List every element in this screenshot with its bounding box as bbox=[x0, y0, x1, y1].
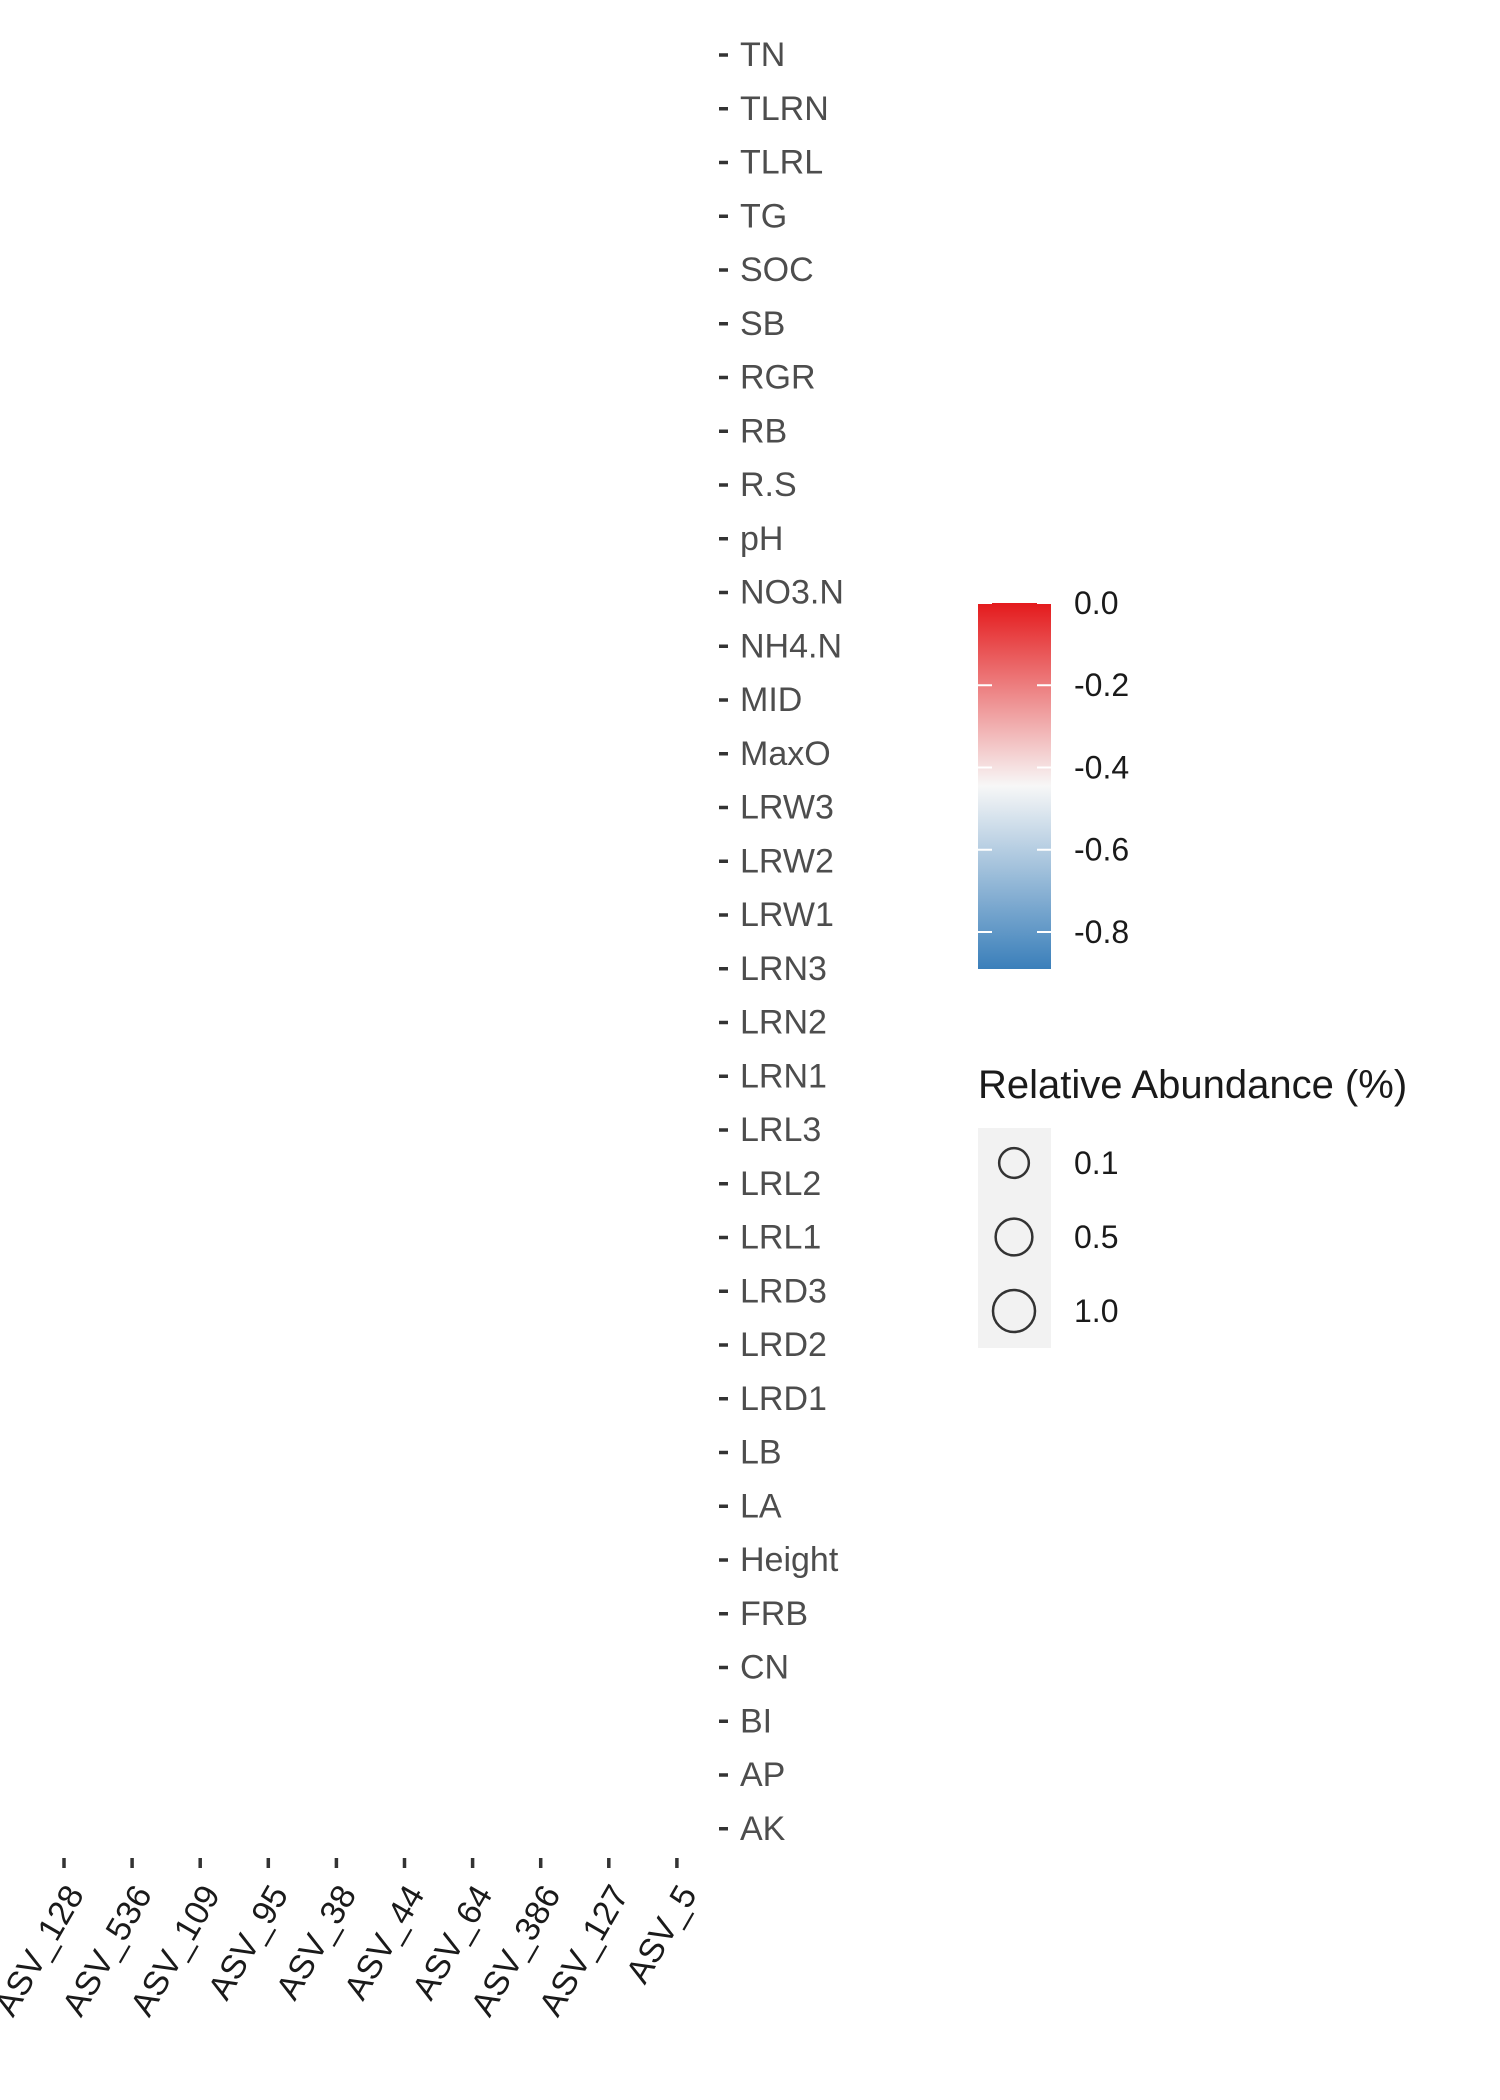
y-tick-label: LRW1 bbox=[740, 896, 834, 934]
y-tick-label: TLRN bbox=[740, 90, 829, 128]
y-tick-label: RB bbox=[740, 412, 787, 450]
size-legend-title: Relative Abundance (%) bbox=[978, 1063, 1407, 1107]
y-tick-label: LRW3 bbox=[740, 789, 834, 827]
colorbar-label: -0.8 bbox=[1074, 914, 1129, 950]
y-tick-label: TLRL bbox=[740, 144, 823, 182]
y-tick-label: SB bbox=[740, 305, 785, 343]
colorbar-label: -0.2 bbox=[1074, 667, 1129, 703]
y-tick-label: LRL3 bbox=[740, 1111, 821, 1149]
y-tick-label: LRL1 bbox=[740, 1219, 821, 1257]
x-axis: ASV_128ASV_536ASV_109ASV_95ASV_38ASV_44A… bbox=[0, 1858, 705, 2022]
size-legend-circle bbox=[991, 1288, 1037, 1334]
y-tick-label: LB bbox=[740, 1434, 782, 1472]
y-tick-label: TN bbox=[740, 36, 785, 74]
y-tick-label: NO3.N bbox=[740, 574, 844, 612]
y-tick-label: LRD3 bbox=[740, 1272, 827, 1310]
size-legend-circle bbox=[997, 1146, 1031, 1180]
y-tick-label: NH4.N bbox=[740, 627, 842, 665]
y-tick-label: MaxO bbox=[740, 735, 831, 773]
size-legend-label: 1.0 bbox=[1074, 1293, 1118, 1329]
y-tick-label: pH bbox=[740, 520, 783, 558]
color-legend: 0.0 -0.2 -0.4 -0.6 -0.8 bbox=[978, 585, 1129, 969]
y-tick-label: AK bbox=[740, 1810, 786, 1848]
y-tick-label: LRD2 bbox=[740, 1326, 827, 1364]
y-axis: TN TLRN TLRL TG SOC SB RGR RB R.S pH NO3.N NH4.N MID… bbox=[719, 36, 844, 1848]
y-tick-label: LRN1 bbox=[740, 1057, 827, 1095]
y-tick-label: CN bbox=[740, 1649, 789, 1687]
size-legend-label: 0.5 bbox=[1074, 1219, 1118, 1255]
colorbar-label: 0.0 bbox=[1074, 585, 1118, 621]
y-tick-label: BI bbox=[740, 1702, 772, 1740]
y-tick-label: AP bbox=[740, 1756, 785, 1794]
y-tick-label: LRW2 bbox=[740, 842, 834, 880]
y-tick-label: LRN3 bbox=[740, 950, 827, 988]
y-tick-label: SOC bbox=[740, 251, 814, 289]
y-tick-label: Height bbox=[740, 1541, 839, 1579]
size-legend: Relative Abundance (%) 0.1 0.5 1.0 bbox=[978, 1063, 1407, 1348]
size-legend-key-background bbox=[978, 1128, 1051, 1348]
y-tick-label: TG bbox=[740, 197, 787, 235]
colorbar bbox=[978, 603, 1051, 969]
size-legend-circle bbox=[994, 1217, 1034, 1257]
size-legend-label: 0.1 bbox=[1074, 1145, 1118, 1181]
y-tick-label: RGR bbox=[740, 359, 816, 397]
colorbar-label: -0.6 bbox=[1074, 832, 1129, 868]
y-tick-label: LRL2 bbox=[740, 1165, 821, 1203]
y-tick-label: LRN2 bbox=[740, 1004, 827, 1042]
y-tick-label: FRB bbox=[740, 1595, 808, 1633]
y-tick-label: MID bbox=[740, 681, 802, 719]
y-tick-label: LRD1 bbox=[740, 1380, 827, 1418]
colorbar-label: -0.4 bbox=[1074, 749, 1129, 785]
y-tick-label: LA bbox=[740, 1487, 782, 1525]
y-tick-label: R.S bbox=[740, 466, 797, 504]
